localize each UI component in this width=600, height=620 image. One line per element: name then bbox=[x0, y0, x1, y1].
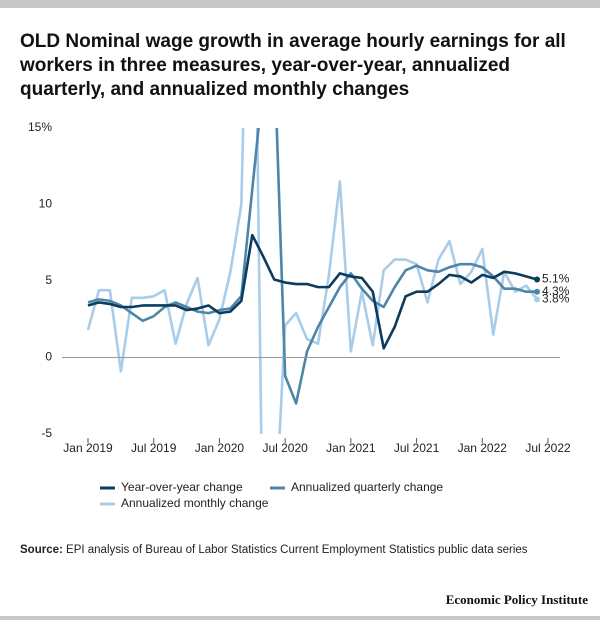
value-label: 3.8% bbox=[542, 292, 570, 306]
chart: -5 0 5 10 15% Jan 2019 Jul 2019 Jan 2020 Jul 202… bbox=[28, 120, 571, 510]
end-point bbox=[534, 296, 541, 303]
value-label: 4.3% bbox=[542, 284, 570, 298]
end-point bbox=[534, 276, 541, 283]
x-tick-label: Jul 2022 bbox=[525, 441, 571, 455]
top-bar bbox=[0, 0, 600, 8]
plot-area bbox=[86, 128, 539, 434]
x-tick-label: Jul 2021 bbox=[394, 441, 440, 455]
x-tick-label: Jan 2020 bbox=[195, 441, 245, 455]
series-line bbox=[87, 233, 538, 350]
y-tick-label: 5 bbox=[45, 273, 52, 287]
y-tick-label: 0 bbox=[45, 350, 52, 364]
brand: Economic Policy Institute bbox=[445, 592, 588, 607]
legend-label: Annualized monthly change bbox=[121, 496, 269, 510]
x-tick-label: Jan 2021 bbox=[326, 441, 376, 455]
source-label: Source: bbox=[20, 544, 63, 556]
y-tick-label: -5 bbox=[41, 426, 52, 440]
bottom-bar bbox=[0, 616, 600, 620]
source-text: EPI analysis of Bureau of Labor Statisti… bbox=[66, 544, 528, 556]
legend-label: Annualized quarterly change bbox=[291, 480, 443, 494]
x-tick-label: Jan 2019 bbox=[63, 441, 113, 455]
x-tick-label: Jul 2020 bbox=[262, 441, 308, 455]
x-tick-label: Jan 2022 bbox=[458, 441, 508, 455]
y-tick-label: 10 bbox=[39, 197, 53, 211]
chart-title: OLD Nominal wage growth in average hourl… bbox=[20, 31, 566, 100]
x-tick-label: Jul 2019 bbox=[131, 441, 177, 455]
legend-label: Year-over-year change bbox=[121, 480, 243, 494]
source-note: Source: EPI analysis of Bureau of Labor … bbox=[20, 544, 590, 556]
value-label: 5.1% bbox=[542, 272, 570, 286]
series-line bbox=[86, 128, 539, 434]
y-tick-label: 15% bbox=[28, 120, 52, 134]
series-line bbox=[87, 128, 538, 405]
end-point bbox=[534, 288, 541, 295]
